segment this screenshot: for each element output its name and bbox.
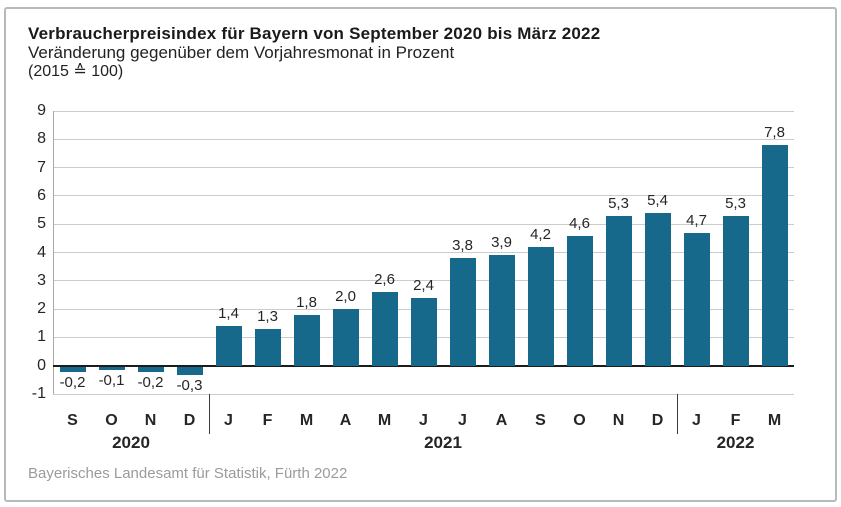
y-axis-tick-label: 5 [37,215,46,233]
year-separator-line [676,394,678,434]
gridline [53,223,794,225]
bar-value-label: 2,4 [413,276,434,294]
chart-scale-note: (2015 ≙ 100) [28,63,124,80]
x-axis-year-label: 2021 [424,433,462,452]
bar-value-label: 1,8 [296,293,317,311]
bar [605,215,632,366]
bar-value-label: -0,2 [137,374,164,392]
y-axis-line [53,111,54,394]
bar-value-label: 2,6 [374,271,395,289]
x-axis-month-label: J [419,412,428,429]
bar [215,326,242,366]
bar-value-label: -0,2 [59,374,86,392]
bar [722,215,749,366]
bar [761,144,788,366]
x-axis-month-label: F [730,412,741,429]
x-axis-month-label: S [67,412,78,429]
bar [527,246,554,366]
bar-value-label: 4,2 [530,225,551,243]
bar-value-label: 5,4 [647,191,668,209]
y-axis-tick-label: 8 [37,130,46,148]
year-separator-line [208,394,210,434]
y-axis-tick-label: 9 [37,102,46,119]
bar [488,255,515,366]
bar-value-label: 3,9 [491,234,512,252]
bar-value-label: 5,3 [725,194,746,212]
y-axis-tick-label: 0 [37,356,46,374]
x-axis-month-label: O [105,412,118,429]
gridline [53,195,794,197]
gridline [53,138,794,140]
x-axis-month-label: D [651,412,664,429]
x-axis-month-label: A [339,412,352,429]
gridline [53,280,794,282]
y-axis-tick-label: 1 [37,328,46,346]
bar [293,314,320,366]
x-axis-month-label: F [262,412,273,429]
y-axis-tick-label: 2 [37,300,46,318]
x-axis-month-label: J [224,412,233,429]
gridline [53,167,794,169]
gridline [53,110,794,112]
y-axis-tick-label: 4 [37,243,46,261]
zero-baseline [53,364,794,367]
chart-subtitle: Veränderung gegenüber dem Vorjahresmonat… [28,43,455,62]
x-axis-month-label: J [692,412,701,429]
bar [683,232,710,366]
bar-value-label: -0,1 [98,371,125,389]
x-axis-month-label: M [767,412,782,429]
bar [644,212,671,366]
x-axis-month-label: J [458,412,467,429]
bar [410,297,437,366]
x-axis-month-label: M [299,412,314,429]
x-axis-month-label: N [612,412,625,429]
x-axis-month-label: A [495,412,508,429]
bar-value-label: 4,7 [686,211,707,229]
bar [332,309,359,366]
x-axis-year-label: 2020 [112,433,150,452]
y-axis-tick-label: 6 [37,186,46,204]
x-axis-year-label: 2022 [716,433,755,452]
bar [98,366,125,370]
bar-value-label: 3,8 [452,237,473,255]
x-axis-month-label: D [183,412,196,429]
y-axis-tick-label: 7 [37,158,46,176]
bar [137,366,164,373]
bar-value-label: -0,3 [176,377,203,395]
bar [176,366,203,376]
gridline [53,393,794,395]
gridline [53,252,794,253]
y-axis-tick-label: 3 [37,271,46,289]
y-axis-tick-label: -1 [31,385,46,402]
bar-value-label: 7,8 [764,123,785,141]
bar-value-label: 5,3 [608,194,629,212]
bar [449,258,476,366]
x-axis-month-label: S [535,412,546,429]
bar-value-label: 1,4 [218,305,239,323]
bar [254,328,281,366]
bar [371,292,398,366]
bar-value-label: 1,3 [257,307,278,325]
bar [59,366,86,373]
x-axis-month-label: M [377,412,392,429]
bar-value-label: 2,0 [335,288,356,306]
source-attribution: Bayerisches Landesamt für Statistik, Für… [28,465,348,482]
bar [566,235,593,366]
bar-value-label: 4,6 [569,214,590,232]
x-axis-month-label: N [144,412,157,429]
chart-title: Verbraucherpreisindex für Bayern von Sep… [28,24,601,43]
x-axis-month-label: O [573,412,586,429]
